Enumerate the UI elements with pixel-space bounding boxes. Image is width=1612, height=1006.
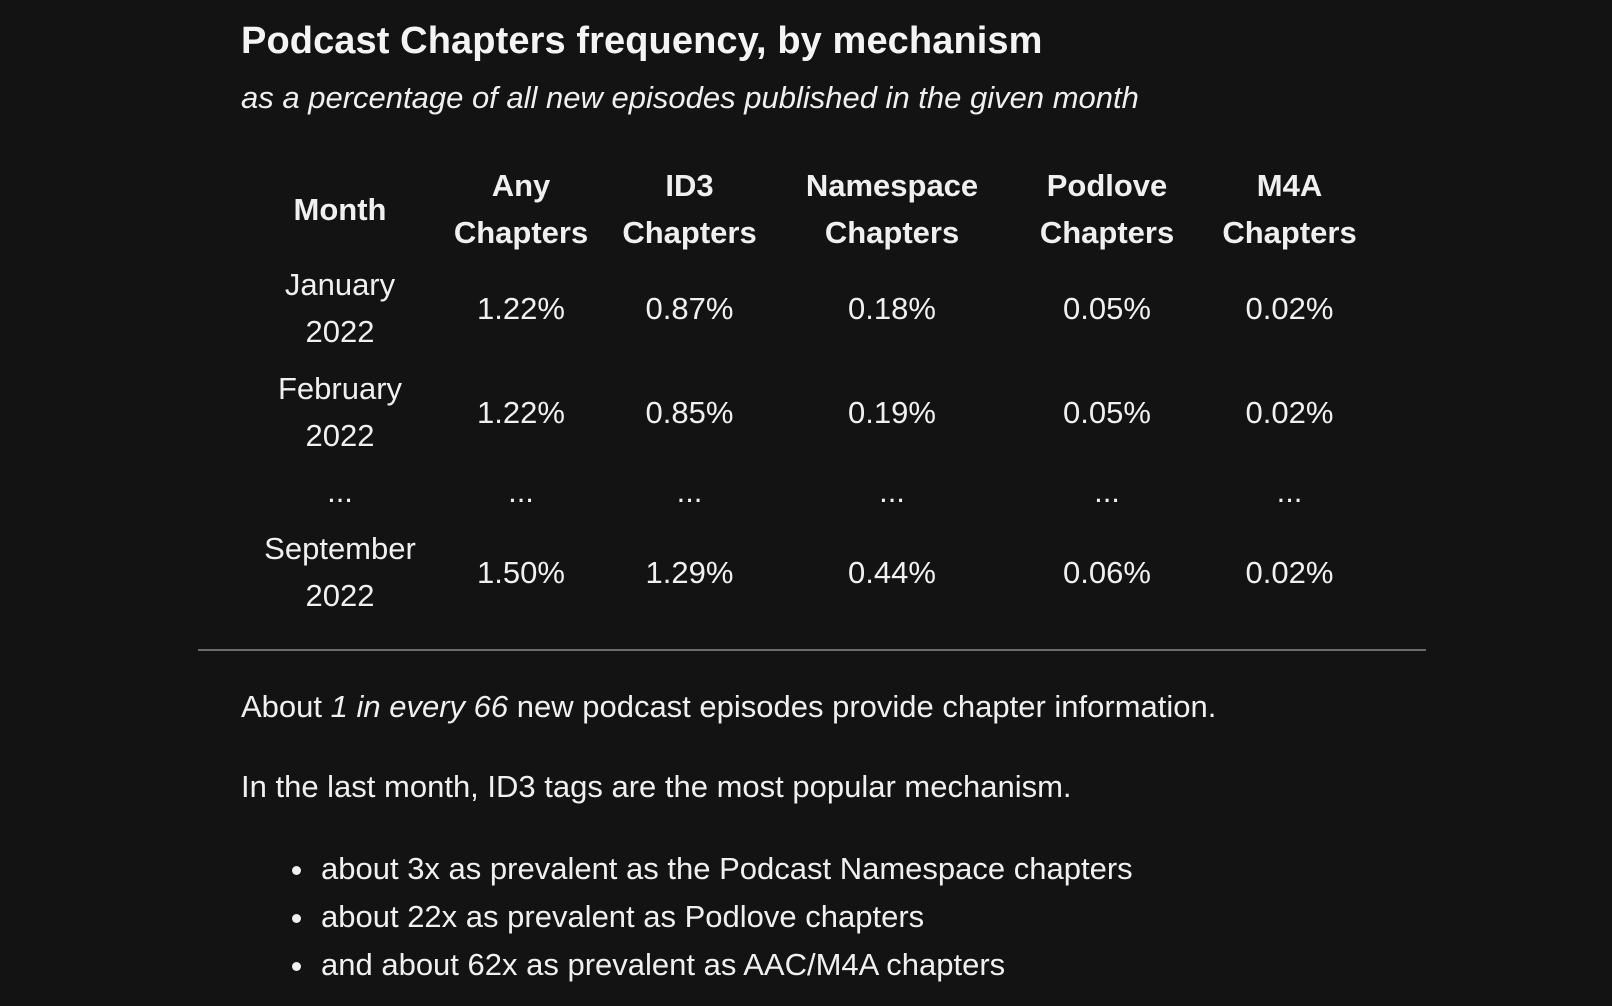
column-header-month: Month: [250, 162, 430, 256]
column-header-line: Namespace: [805, 168, 979, 203]
column-header-podlove-chapters: Podlove Chapters: [1017, 162, 1197, 256]
summary-emphasis: 1 in every 66: [330, 689, 509, 724]
column-header-line: Chapters: [1222, 215, 1357, 250]
summary-paragraph: About 1 in every 66 new podcast episodes…: [241, 689, 1216, 725]
id3-chapters-cell: 1.29%: [645, 554, 734, 590]
month-year: 2022: [305, 578, 375, 613]
month-cell: January 2022: [250, 256, 430, 360]
column-header-line: M4A: [1256, 168, 1323, 203]
header-row: Month Any Chapters ID3 Chapters Namespac…: [250, 162, 1382, 256]
m4a-chapters-cell: 0.02%: [1245, 394, 1334, 430]
table-row: January 2022 1.22% 0.87% 0.18% 0.05% 0.0…: [250, 256, 1382, 360]
column-header-line: Chapters: [453, 215, 589, 250]
m4a-chapters-cell: ...: [1276, 474, 1303, 509]
popularity-paragraph: In the last month, ID3 tags are the most…: [241, 769, 1072, 804]
id3-chapters-cell: ...: [676, 474, 703, 509]
month-name: September: [264, 531, 416, 566]
list-item: about 3x as prevalent as the Podcast Nam…: [292, 845, 1133, 893]
column-header-month-label: Month: [293, 191, 387, 227]
month-year: 2022: [305, 418, 375, 453]
id3-chapters-cell: 0.85%: [645, 394, 734, 430]
column-header-line: Chapters: [1039, 215, 1175, 250]
podlove-chapters-cell: 0.06%: [1063, 554, 1151, 590]
column-header-line: Any: [491, 168, 551, 203]
table-body: January 2022 1.22% 0.87% 0.18% 0.05% 0.0…: [250, 256, 1382, 624]
id3-chapters-cell: 0.87%: [645, 290, 734, 326]
chart-subtitle: as a percentage of all new episodes publ…: [241, 80, 1139, 115]
summary-text: new podcast episodes provide chapter inf…: [508, 689, 1217, 724]
podlove-chapters-cell: ...: [1094, 474, 1120, 509]
month-name: February: [277, 371, 403, 406]
column-header-namespace-chapters: Namespace Chapters: [767, 162, 1017, 256]
any-chapters-cell: 1.22%: [477, 290, 565, 326]
month-cell: September 2022: [250, 520, 430, 624]
section-divider: [198, 649, 1426, 651]
summary-text: About: [241, 689, 331, 724]
m4a-chapters-cell: 0.02%: [1245, 290, 1334, 326]
namespace-chapters-cell: 0.44%: [848, 554, 936, 590]
table-row-ellipsis: ... ... ... ... ... ...: [250, 464, 1382, 520]
column-header-line: Podlove: [1046, 168, 1168, 203]
table-row: February 2022 1.22% 0.85% 0.19% 0.05% 0.…: [250, 360, 1382, 464]
column-header-line: Chapters: [824, 215, 960, 250]
comparison-list: about 3x as prevalent as the Podcast Nam…: [241, 845, 1133, 989]
any-chapters-cell: 1.22%: [477, 394, 565, 430]
table-header: Month Any Chapters ID3 Chapters Namespac…: [250, 162, 1382, 256]
namespace-chapters-cell: ...: [879, 474, 905, 509]
any-chapters-cell: ...: [508, 474, 534, 509]
podlove-chapters-cell: 0.05%: [1063, 290, 1151, 326]
namespace-chapters-cell: 0.19%: [848, 394, 936, 430]
month-year: 2022: [305, 314, 375, 349]
month-cell: February 2022: [250, 360, 430, 464]
chart-title: Podcast Chapters frequency, by mechanism: [241, 20, 1043, 62]
list-item: about 22x as prevalent as Podlove chapte…: [292, 893, 1133, 941]
column-header-id3-chapters: ID3 Chapters: [612, 162, 767, 256]
table-row: September 2022 1.50% 1.29% 0.44% 0.06% 0…: [250, 520, 1382, 624]
month-name: January: [284, 267, 396, 302]
m4a-chapters-cell: 0.02%: [1245, 554, 1334, 590]
chapters-frequency-table: Month Any Chapters ID3 Chapters Namespac…: [250, 162, 1382, 624]
column-header-line: Chapters: [622, 215, 757, 250]
list-item: and about 62x as prevalent as AAC/M4A ch…: [292, 941, 1133, 989]
column-header-any-chapters: Any Chapters: [430, 162, 612, 256]
column-header-line: ID3: [665, 168, 714, 203]
column-header-m4a-chapters: M4A Chapters: [1197, 162, 1382, 256]
month-cell: ...: [327, 474, 353, 509]
podlove-chapters-cell: 0.05%: [1063, 394, 1151, 430]
any-chapters-cell: 1.50%: [477, 554, 565, 590]
namespace-chapters-cell: 0.18%: [848, 290, 936, 326]
